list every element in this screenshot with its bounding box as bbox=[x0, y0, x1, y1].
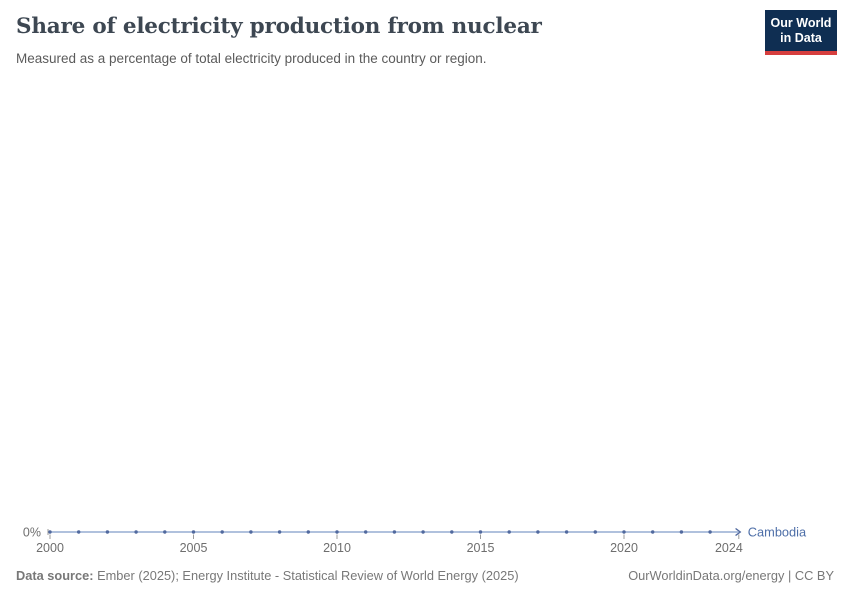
data-point[interactable] bbox=[564, 530, 569, 534]
data-point[interactable] bbox=[679, 530, 684, 534]
data-point[interactable] bbox=[335, 530, 339, 534]
owid-logo-line2: in Data bbox=[780, 31, 822, 45]
owid-logo-line1: Our World bbox=[770, 16, 832, 30]
data-point[interactable] bbox=[536, 530, 540, 534]
entity-label[interactable]: Cambodia bbox=[748, 525, 807, 540]
data-point[interactable] bbox=[220, 530, 224, 534]
x-axis-tick-label: 2000 bbox=[36, 541, 64, 555]
data-point[interactable] bbox=[622, 530, 626, 534]
data-point[interactable] bbox=[593, 530, 597, 534]
data-point[interactable] bbox=[507, 530, 511, 534]
data-point[interactable] bbox=[421, 530, 425, 534]
data-source-label: Data source: bbox=[16, 568, 94, 583]
x-axis-tick-label: 2024 bbox=[715, 541, 743, 555]
data-point[interactable] bbox=[163, 530, 167, 534]
data-point[interactable] bbox=[134, 530, 138, 534]
data-point[interactable] bbox=[306, 530, 310, 534]
data-point[interactable] bbox=[249, 530, 253, 534]
x-axis-tick-label: 2020 bbox=[610, 541, 638, 555]
data-point[interactable] bbox=[450, 530, 454, 534]
owid-logo[interactable]: Our World in Data bbox=[765, 10, 837, 55]
data-point[interactable] bbox=[277, 530, 282, 534]
line-end-arrow-icon bbox=[735, 528, 742, 536]
data-point[interactable] bbox=[651, 530, 655, 534]
data-point[interactable] bbox=[77, 530, 81, 534]
footer-link[interactable]: OurWorldinData.org/energy | CC BY bbox=[628, 568, 834, 583]
data-point[interactable] bbox=[191, 530, 196, 534]
chart-subtitle: Measured as a percentage of total electr… bbox=[16, 51, 487, 66]
data-point[interactable] bbox=[708, 530, 712, 534]
chart-svg: 0%2000 2005 2010 2015 2020 2024 Cambodia bbox=[23, 525, 807, 556]
chart-title: Share of electricity production from nuc… bbox=[16, 14, 542, 39]
data-point[interactable] bbox=[105, 530, 110, 534]
data-point[interactable] bbox=[48, 530, 52, 534]
data-point[interactable] bbox=[364, 530, 368, 534]
data-source-line: Data source: Ember (2025); Energy Instit… bbox=[16, 568, 519, 583]
data-point[interactable] bbox=[392, 530, 397, 534]
x-axis-tick-label: 2010 bbox=[323, 541, 351, 555]
chart-footer: Data source: Ember (2025); Energy Instit… bbox=[16, 568, 834, 583]
data-source-text: Ember (2025); Energy Institute - Statist… bbox=[93, 568, 519, 583]
x-axis-tick-label: 2005 bbox=[180, 541, 208, 555]
y-axis-tick-label: 0% bbox=[23, 526, 41, 540]
x-axis-tick-label: 2015 bbox=[467, 541, 495, 555]
data-point[interactable] bbox=[478, 530, 483, 534]
